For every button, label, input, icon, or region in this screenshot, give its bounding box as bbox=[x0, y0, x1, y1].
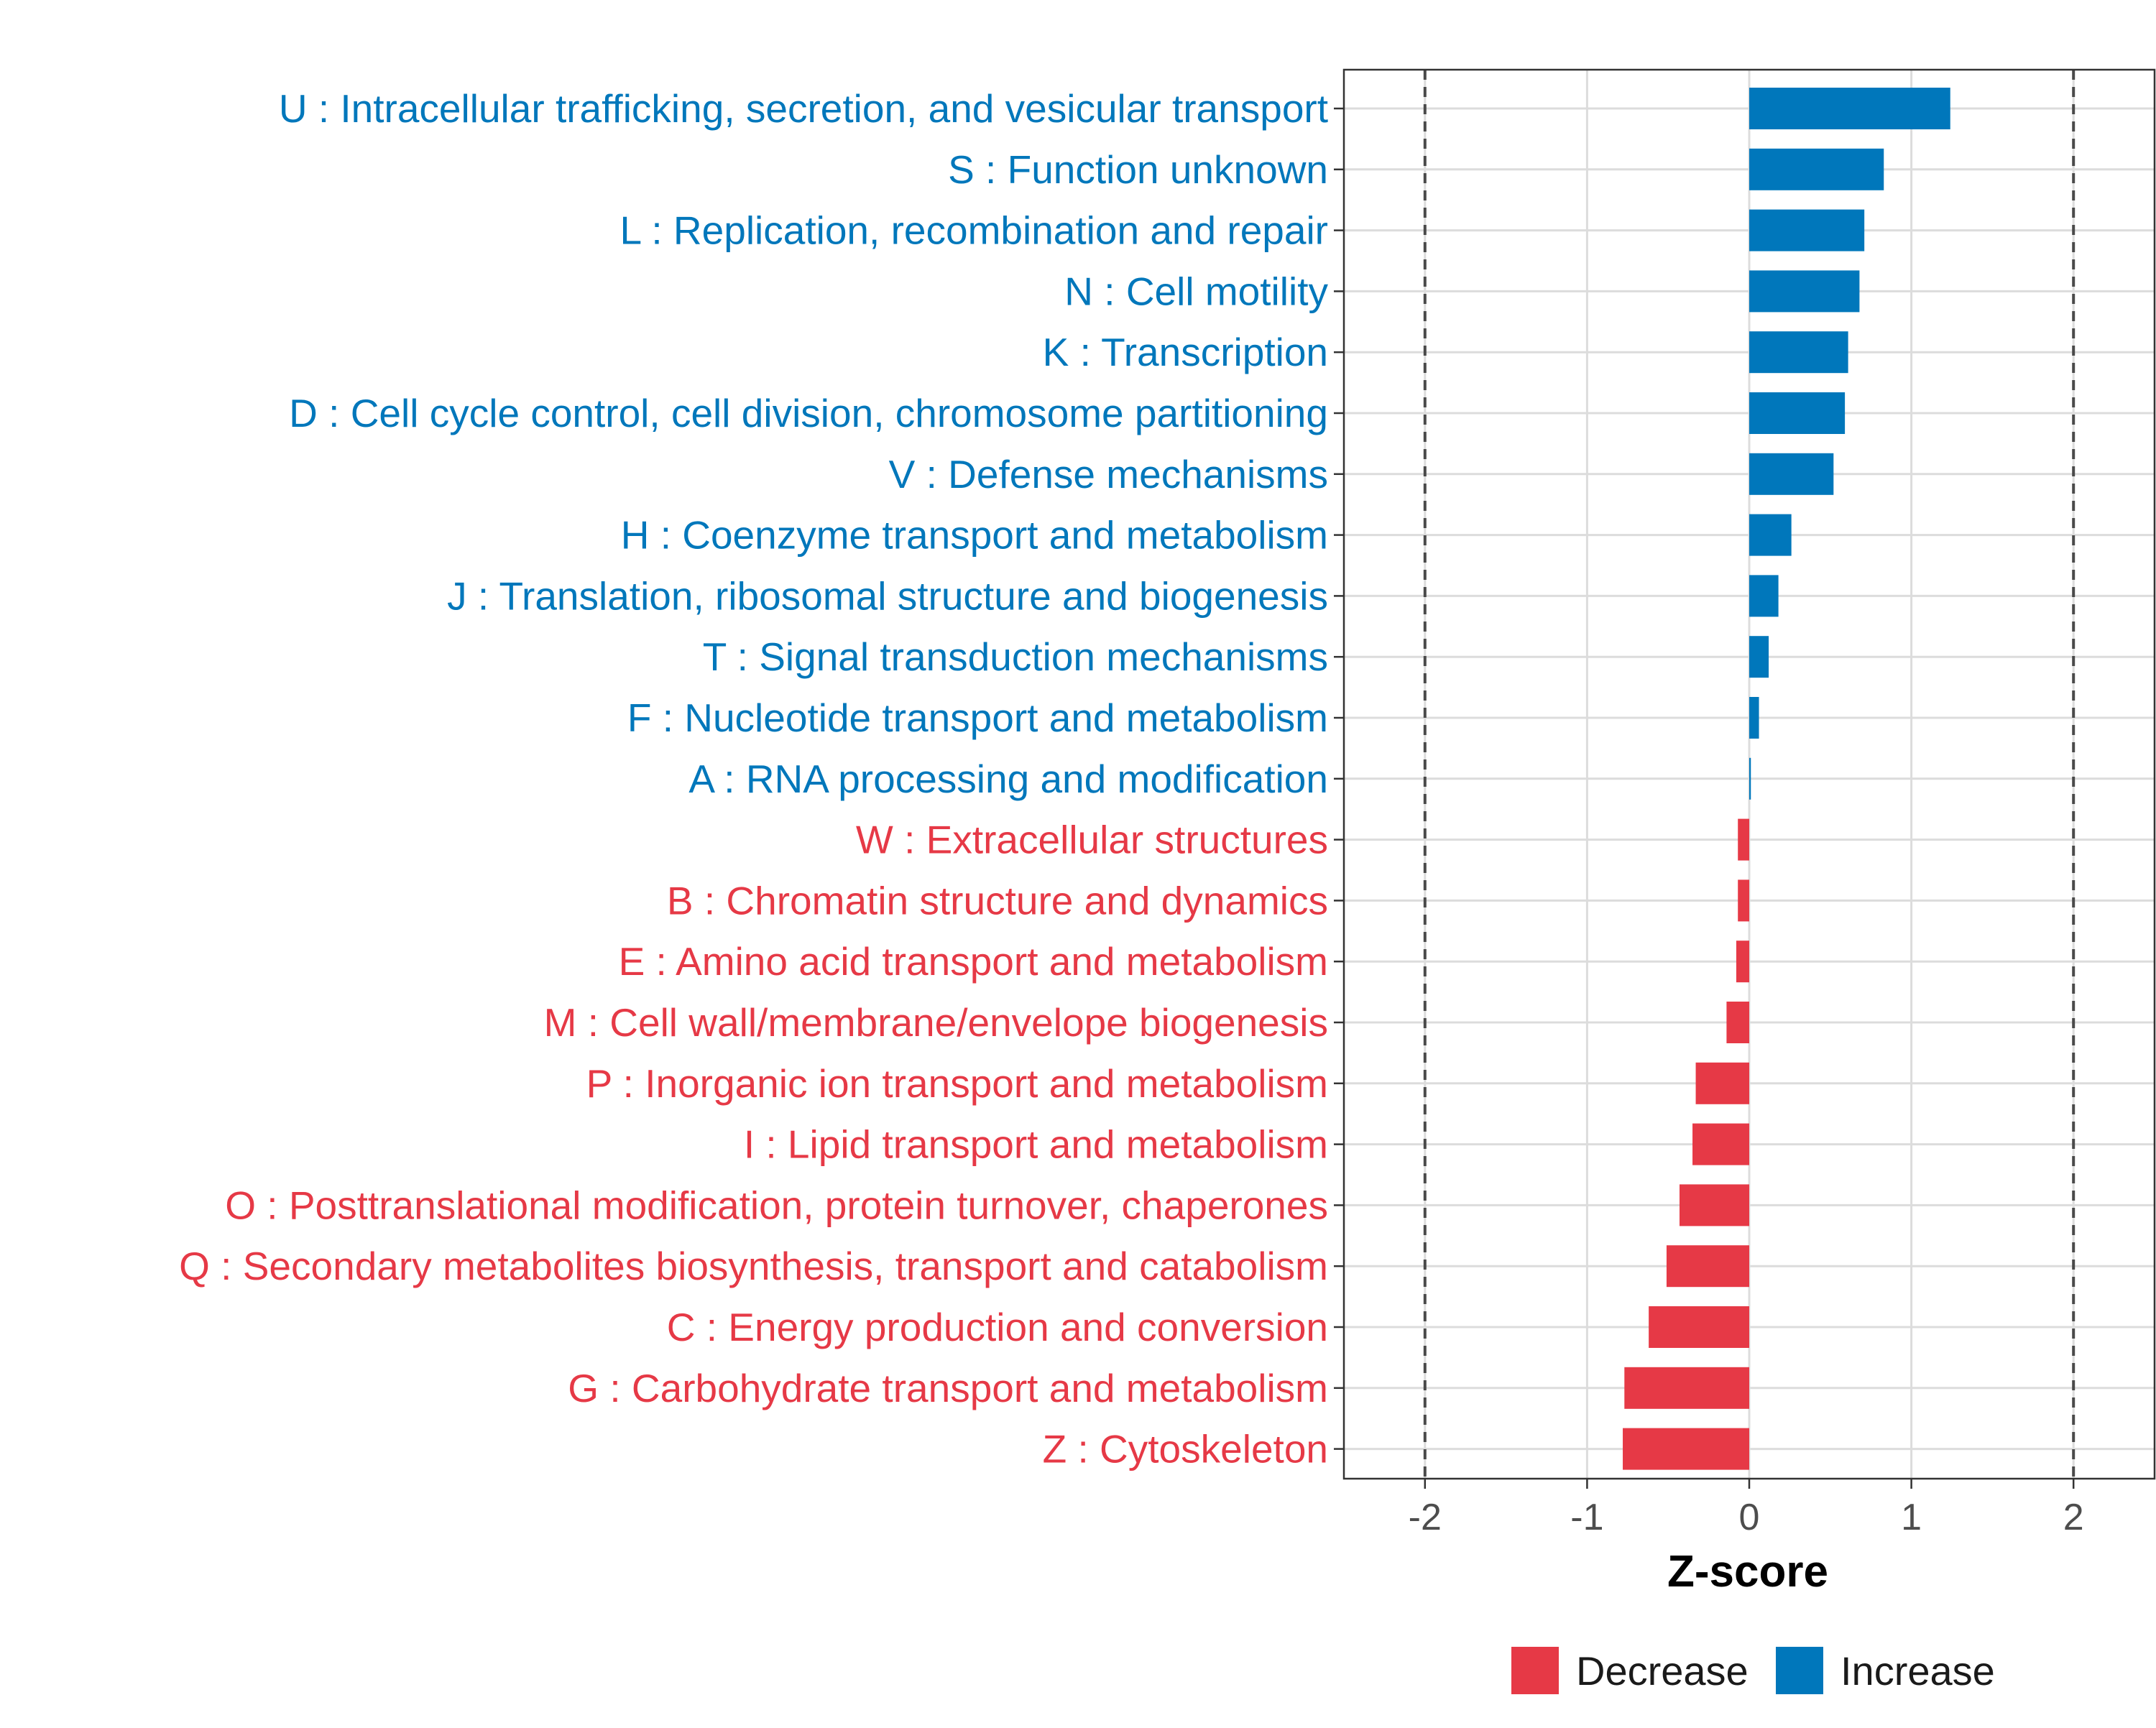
y-tick-label: W : Extracellular structures bbox=[856, 818, 1328, 862]
y-tick-label: M : Cell wall/membrane/envelope biogenes… bbox=[544, 1000, 1328, 1045]
y-tick-label: N : Cell motility bbox=[1064, 269, 1328, 313]
y-tick-label: E : Amino acid transport and metabolism bbox=[619, 939, 1328, 984]
bar bbox=[1749, 392, 1846, 434]
bars bbox=[1623, 88, 1950, 1470]
y-tick-label: C : Energy production and conversion bbox=[667, 1305, 1328, 1349]
x-tick-label: 0 bbox=[1739, 1497, 1760, 1538]
x-tick-label: 2 bbox=[2063, 1497, 2084, 1538]
x-tick-label: -1 bbox=[1570, 1497, 1603, 1538]
y-tick-label: O : Posttranslational modification, prot… bbox=[225, 1183, 1328, 1227]
bar bbox=[1726, 1002, 1749, 1043]
y-tick-label: G : Carbohydrate transport and metabolis… bbox=[568, 1366, 1328, 1410]
x-axis-title: Z-score bbox=[1667, 1547, 1828, 1597]
bar bbox=[1749, 757, 1751, 800]
x-axis-ticks: -2 -1 0 1 2 bbox=[1409, 1479, 2084, 1538]
y-tick-label: Z : Cytoskeleton bbox=[1043, 1427, 1328, 1471]
y-tick-label: L : Replication, recombination and repai… bbox=[620, 208, 1328, 253]
bar bbox=[1666, 1245, 1749, 1288]
bar bbox=[1623, 1428, 1749, 1470]
bar bbox=[1695, 1062, 1749, 1104]
y-tick-label: V : Defense mechanisms bbox=[889, 452, 1328, 496]
bar bbox=[1749, 209, 1865, 251]
y-tick-label: A : RNA processing and modification bbox=[688, 757, 1328, 801]
y-axis-ticks bbox=[1334, 107, 1344, 1450]
bar bbox=[1749, 575, 1779, 617]
legend-label-increase: Increase bbox=[1841, 1648, 1995, 1694]
bar bbox=[1749, 148, 1884, 190]
legend-swatch-increase bbox=[1776, 1647, 1823, 1694]
bar bbox=[1749, 514, 1792, 556]
y-tick-label: Q : Secondary metabolites biosynthesis, … bbox=[179, 1244, 1328, 1288]
y-tick-label: I : Lipid transport and metabolism bbox=[744, 1122, 1328, 1167]
y-tick-label: S : Function unknown bbox=[948, 147, 1328, 192]
y-axis-labels: U : Intracellular trafficking, secretion… bbox=[179, 86, 1328, 1471]
bar bbox=[1624, 1367, 1749, 1409]
bar bbox=[1736, 941, 1749, 983]
y-tick-label: H : Coenzyme transport and metabolism bbox=[621, 513, 1328, 558]
legend: Decrease Increase bbox=[1511, 1647, 1995, 1694]
y-tick-label: P : Inorganic ion transport and metaboli… bbox=[586, 1061, 1328, 1106]
x-tick-label: -2 bbox=[1409, 1497, 1442, 1538]
bar bbox=[1749, 270, 1860, 313]
bar bbox=[1749, 331, 1848, 374]
y-tick-label: D : Cell cycle control, cell division, c… bbox=[289, 391, 1328, 435]
bar bbox=[1738, 818, 1749, 861]
x-tick-label: 1 bbox=[1901, 1497, 1922, 1538]
y-tick-label: B : Chromatin structure and dynamics bbox=[667, 878, 1328, 923]
bar bbox=[1679, 1184, 1749, 1226]
reference-lines bbox=[1423, 70, 2076, 1479]
y-tick-label: T : Signal transduction mechanisms bbox=[703, 634, 1328, 679]
y-tick-label: U : Intracellular trafficking, secretion… bbox=[279, 86, 1328, 131]
bar bbox=[1649, 1306, 1749, 1348]
y-tick-label: F : Nucleotide transport and metabolism bbox=[627, 696, 1328, 740]
y-tick-label: K : Transcription bbox=[1043, 330, 1328, 374]
bar bbox=[1749, 88, 1950, 129]
legend-label-decrease: Decrease bbox=[1576, 1648, 1749, 1694]
bar bbox=[1749, 636, 1769, 678]
bar bbox=[1749, 453, 1834, 495]
bar bbox=[1738, 879, 1749, 922]
bar bbox=[1749, 697, 1759, 739]
y-tick-label: J : Translation, ribosomal structure and… bbox=[447, 573, 1328, 618]
legend-swatch-decrease bbox=[1511, 1647, 1559, 1694]
bar bbox=[1692, 1123, 1749, 1165]
